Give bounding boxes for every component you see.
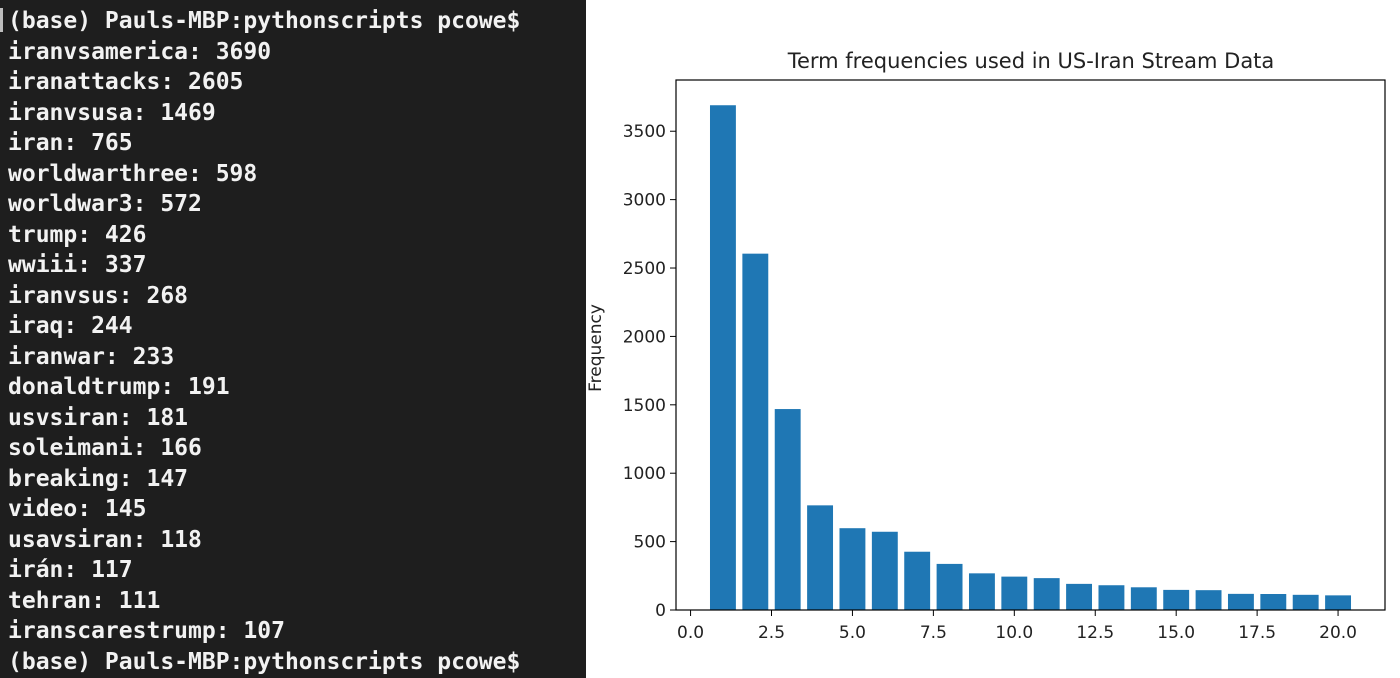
y-tick-label: 1500 (623, 396, 666, 416)
bar (1325, 595, 1352, 610)
bar (936, 563, 963, 610)
bar (1001, 576, 1028, 610)
y-tick-label: 500 (634, 533, 666, 553)
y-tick-label: 1000 (623, 464, 666, 484)
terminal-output-line: iranvsusa: 1469 (8, 100, 216, 126)
bar (1227, 593, 1254, 610)
y-axis-ticks: 0 500 1000 1500 2000 2500 3000 3500 (623, 122, 676, 621)
bar (1260, 594, 1287, 610)
bar (709, 105, 736, 611)
x-tick-label: 10.0 (995, 623, 1033, 643)
terminal-output-line: iranvsus: 268 (8, 283, 189, 309)
bar (1130, 587, 1157, 610)
terminal-output-line: soleimani: 166 (8, 435, 202, 461)
y-tick-label: 0 (655, 601, 666, 621)
terminal-output-line: iranvsamerica: 3690 (8, 39, 272, 65)
terminal-output-line: wwiii: 337 (8, 252, 147, 278)
terminal-output-line: trump: 426 (8, 222, 147, 248)
x-tick-label: 2.5 (758, 623, 785, 643)
terminal-output-line: iranscarestrump: 107 (8, 618, 285, 644)
terminal-output-line: iranwar: 233 (8, 344, 175, 370)
bar (1033, 578, 1060, 610)
x-tick-label: 12.5 (1076, 623, 1114, 643)
terminal-output-line: iraq: 244 (8, 313, 133, 339)
terminal-output-line: usvsiran: 181 (8, 405, 189, 431)
terminal-scroll-marker (0, 8, 3, 32)
bar (1163, 589, 1190, 610)
terminal-output-line: video: 145 (8, 496, 147, 522)
terminal-window[interactable]: (base) Pauls-MBP:pythonscripts pcowe$ ir… (0, 0, 586, 678)
terminal-output-line: usavsiran: 118 (8, 527, 202, 553)
y-tick-label: 3500 (623, 122, 666, 142)
x-tick-label: 0.0 (677, 623, 704, 643)
x-tick-label: 15.0 (1157, 623, 1195, 643)
terminal-output-line: donaldtrump: 191 (8, 374, 230, 400)
bar (807, 505, 834, 610)
chart-panel: Term frequencies used in US-Iran Stream … (586, 0, 1400, 678)
bar (1066, 583, 1093, 610)
bar (904, 551, 931, 610)
terminal-output-line: iran: 765 (8, 130, 133, 156)
x-tick-label: 17.5 (1238, 623, 1276, 643)
plot-frame (675, 79, 1386, 611)
x-tick-label: 7.5 (920, 623, 947, 643)
bar (774, 409, 801, 610)
x-tick-label: 5.0 (839, 623, 866, 643)
y-tick-label: 2500 (623, 259, 666, 279)
bar (968, 573, 995, 610)
terminal-output-line: iranattacks: 2605 (8, 69, 244, 95)
bar (1292, 594, 1319, 610)
y-axis-label: Frequency (586, 304, 606, 392)
bar-chart: Term frequencies used in US-Iran Stream … (586, 49, 1386, 643)
x-tick-label: 20.0 (1319, 623, 1357, 643)
bars-group (709, 105, 1352, 611)
bar (1195, 590, 1222, 610)
bar (871, 531, 898, 610)
bar (742, 253, 769, 610)
bar (839, 528, 866, 610)
y-tick-label: 3000 (623, 191, 666, 211)
terminal-prompt-line: (base) Pauls-MBP:pythonscripts pcowe$ (8, 649, 521, 675)
terminal-output-line: tehran: 111 (8, 588, 161, 614)
bar (1098, 585, 1125, 610)
y-tick-label: 2000 (623, 327, 666, 347)
terminal-output-line: worldwarthree: 598 (8, 161, 258, 187)
terminal-output-line: breaking: 147 (8, 466, 189, 492)
terminal-prompt-line: (base) Pauls-MBP:pythonscripts pcowe$ (8, 8, 521, 34)
x-axis-ticks: 0.0 2.5 5.0 7.5 10.0 12.5 15.0 17.5 20.0 (677, 610, 1357, 643)
terminal-output-line: worldwar3: 572 (8, 191, 202, 217)
chart-title: Term frequencies used in US-Iran Stream … (787, 49, 1275, 73)
terminal-output-line: irán: 117 (8, 557, 133, 583)
